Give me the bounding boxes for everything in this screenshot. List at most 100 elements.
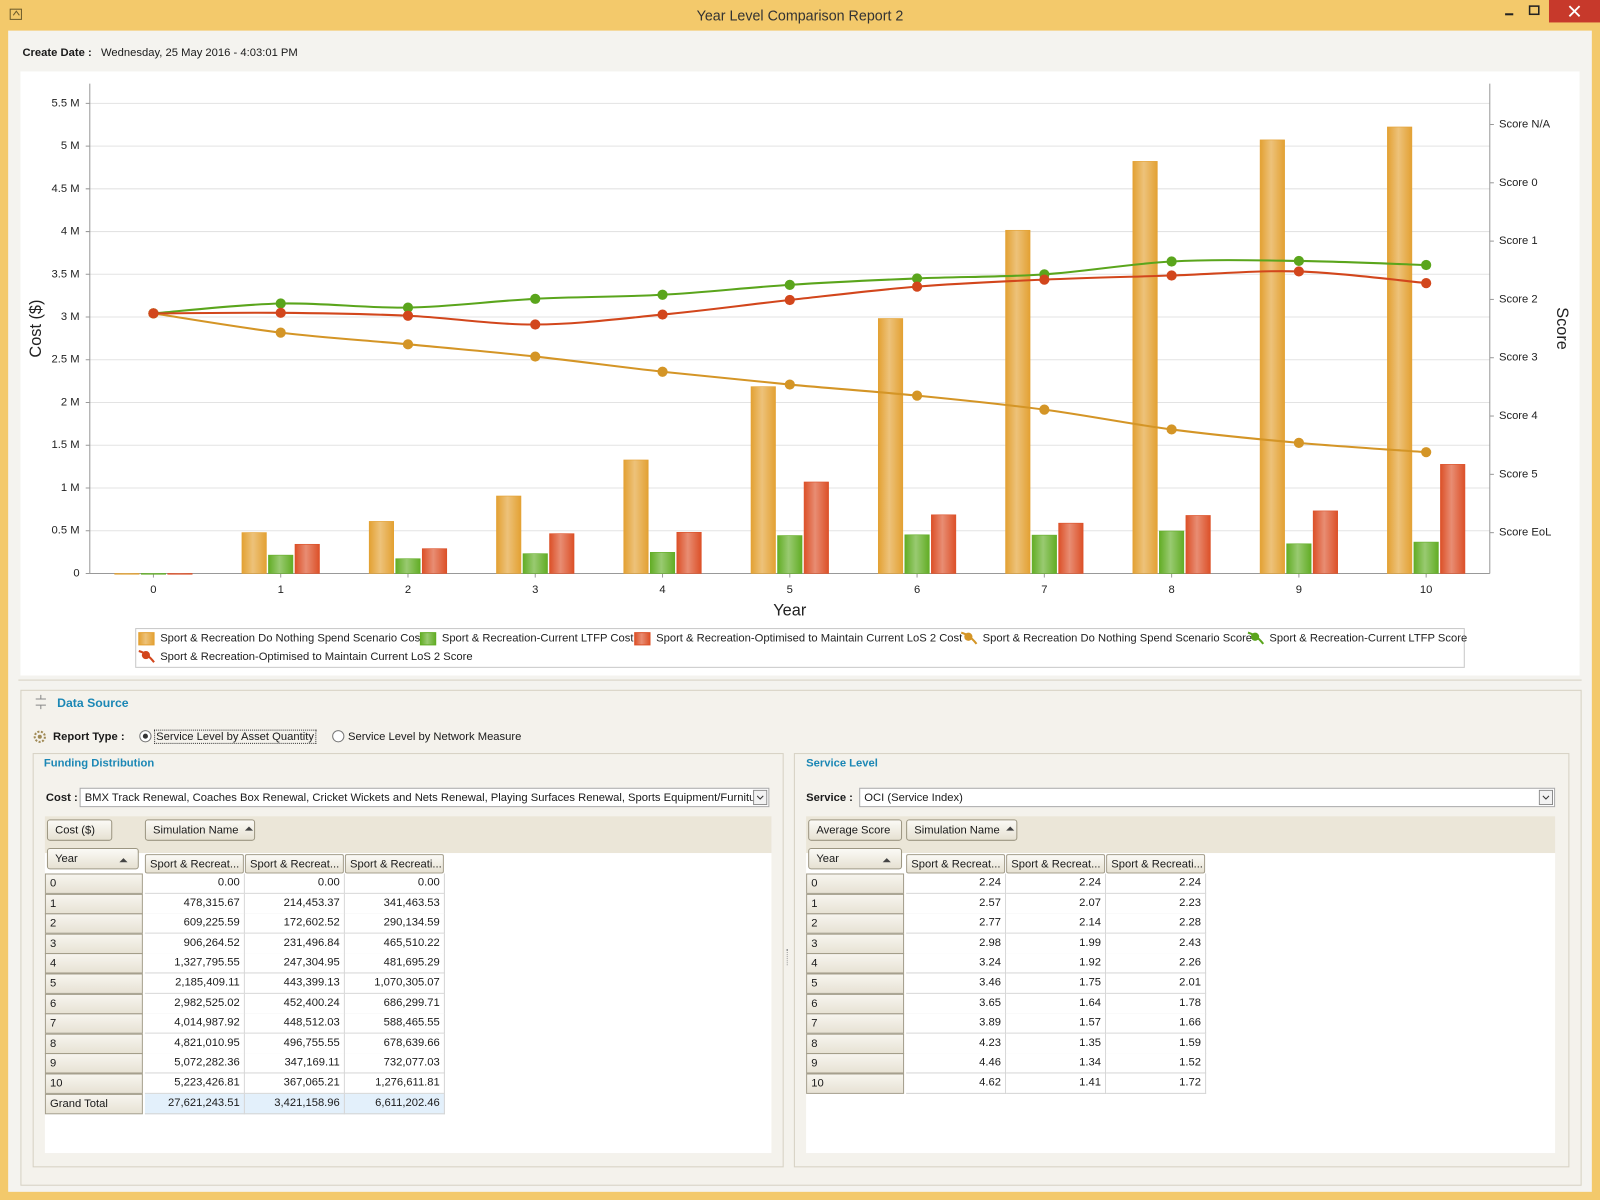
x-axis-title: Year: [773, 602, 807, 620]
row-header: 3: [806, 933, 905, 954]
point: [402, 310, 414, 321]
data-cell: 290,134.59: [344, 913, 445, 934]
data-cell: 347,169.11: [244, 1053, 345, 1074]
data-cell: 1.59: [1106, 1033, 1207, 1054]
data-cell: 1.34: [1006, 1053, 1107, 1074]
data-field-button[interactable]: Average Score: [808, 819, 903, 841]
combo-arrow[interactable]: [753, 789, 768, 806]
point: [657, 366, 668, 377]
data-cell: 367,065.21: [244, 1073, 345, 1094]
point: [1166, 424, 1177, 435]
column-header: Sport & Recreat...: [906, 854, 1006, 874]
data-cell: 1.52: [1106, 1053, 1207, 1074]
row-header: 2: [44, 913, 143, 934]
column-field-button[interactable]: Simulation Name: [144, 819, 256, 841]
bar: [750, 386, 776, 574]
x-tick-label: 6: [914, 584, 920, 596]
data-cell: 214,453.37: [244, 893, 345, 914]
point: [1421, 277, 1432, 289]
data-cell: 1.72: [1106, 1073, 1207, 1094]
data-cell: 2.23: [1106, 893, 1207, 914]
radio-button[interactable]: [139, 730, 152, 743]
data-cell: 3.24: [906, 953, 1007, 974]
legend-point: [964, 632, 973, 641]
splitter[interactable]: [18, 679, 1582, 684]
data-cell: 2.57: [906, 893, 1007, 914]
column-field-button[interactable]: Simulation Name: [906, 819, 1018, 841]
collapse-icon[interactable]: [33, 694, 49, 710]
bar: [167, 573, 193, 575]
data-cell: 2.01: [1106, 973, 1207, 994]
row-field-label: Year: [55, 853, 78, 866]
bar: [1058, 522, 1084, 574]
panel-splitter[interactable]: [786, 948, 791, 966]
service-combo[interactable]: OCI (Service Index): [859, 787, 1556, 808]
y-tick-label: 2.5 M: [52, 354, 80, 366]
x-tick-label: 9: [1296, 584, 1302, 596]
data-cell: 4,014,987.92: [144, 1013, 245, 1034]
y-axis-title: Cost ($): [27, 300, 45, 358]
point: [530, 319, 541, 330]
column-header: Sport & Recreat...: [144, 854, 244, 874]
legend-label: Sport & Recreation-Current LTFP Cost: [442, 633, 635, 645]
data-cell: 5,072,282.36: [144, 1053, 245, 1074]
maximize[interactable]: [1528, 5, 1540, 16]
point: [530, 351, 541, 362]
point: [1293, 255, 1304, 267]
y2-tick-label: Score 3: [1499, 352, 1538, 364]
data-cell: 1.35: [1006, 1033, 1107, 1054]
point: [275, 327, 286, 338]
data-cell: 465,510.22: [344, 933, 445, 954]
row-field-button[interactable]: Year: [46, 847, 139, 870]
bar: [140, 573, 166, 575]
service-title: Service Level: [806, 757, 878, 770]
x-tick-label: 8: [1168, 584, 1174, 596]
y-tick-label: 4.5 M: [52, 183, 80, 195]
point: [148, 308, 159, 319]
row-header: 4: [806, 953, 905, 974]
row-header: 9: [806, 1053, 905, 1074]
data-cell: 0.00: [144, 873, 245, 894]
row-header: 7: [806, 1013, 905, 1034]
row-field-button[interactable]: Year: [808, 847, 903, 870]
bar: [1185, 515, 1211, 574]
data-cell: 3,421,158.96: [244, 1093, 345, 1114]
combo-arrow[interactable]: [1538, 789, 1554, 806]
point: [911, 390, 923, 401]
data-cell: 1,276,611.81: [344, 1073, 445, 1094]
point: [1039, 274, 1050, 285]
bar: [294, 543, 320, 574]
radio-button[interactable]: [332, 730, 345, 743]
bar: [241, 532, 267, 574]
data-cell: 1.92: [1006, 953, 1107, 974]
window-controls[interactable]: [1498, 0, 1600, 24]
point: [911, 281, 923, 292]
point: [784, 379, 795, 390]
radio-label[interactable]: Service Level by Asset Quantity: [154, 729, 317, 744]
cost-combo[interactable]: BMX Track Renewal, Coaches Box Renewal, …: [79, 787, 770, 808]
data-cell: 247,304.95: [244, 953, 345, 974]
radio-label[interactable]: Service Level by Network Measure: [347, 730, 522, 743]
point: [530, 293, 541, 304]
y-tick-label: 0.5 M: [52, 525, 80, 537]
bar: [1259, 139, 1285, 574]
y2-tick-label: Score 0: [1499, 177, 1538, 189]
row-header: 5: [44, 973, 143, 994]
bar: [676, 531, 702, 574]
data-cell: 2.24: [906, 873, 1007, 894]
bar: [904, 534, 930, 574]
data-field-button[interactable]: Cost ($): [46, 819, 113, 841]
row-header: 4: [44, 953, 143, 974]
bar: [1440, 464, 1466, 574]
data-cell: 3.89: [906, 1013, 1007, 1034]
column-header: Sport & Recreat...: [1006, 854, 1106, 874]
row-header: 6: [44, 993, 143, 1014]
data-cell: 3.65: [906, 993, 1007, 1014]
data-cell: 2.28: [1106, 913, 1207, 934]
radio-dot: [142, 733, 148, 739]
data-cell: 2.43: [1106, 933, 1207, 954]
data-cell: 2.14: [1006, 913, 1107, 934]
bar: [649, 552, 676, 574]
point: [1166, 256, 1177, 267]
data-cell: 2.24: [1006, 873, 1107, 894]
